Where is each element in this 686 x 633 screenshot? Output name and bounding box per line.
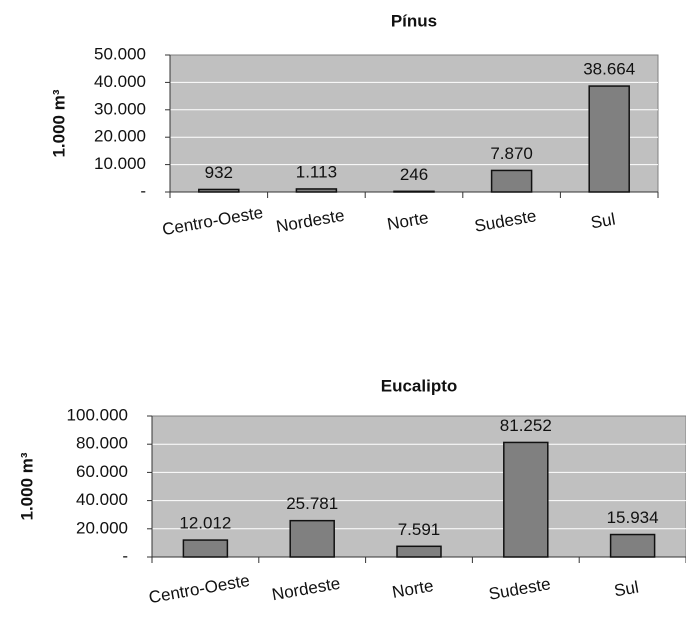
- bar: [289, 519, 335, 558]
- y-tick-label: 40.000: [76, 490, 128, 509]
- x-tick-label: Nordeste: [270, 574, 341, 605]
- y-tick-label: 30.000: [94, 99, 146, 118]
- value-label: 12.012: [179, 514, 231, 533]
- bar: [295, 188, 338, 193]
- bar: [609, 533, 656, 558]
- y-tick-label: -: [140, 181, 146, 200]
- y-tick-label: 60.000: [76, 462, 128, 481]
- value-label: 81.252: [500, 416, 552, 435]
- x-tick-label: Sudeste: [487, 574, 552, 604]
- x-tick-label: Nordeste: [275, 206, 346, 237]
- bar: [503, 441, 549, 558]
- bar: [588, 85, 630, 193]
- y-axis-label: 1.000 m³: [49, 89, 68, 157]
- value-label: 7.870: [490, 144, 533, 163]
- x-tick-label: Sul: [589, 210, 617, 233]
- value-label: 7.591: [398, 520, 441, 539]
- value-label: 15.934: [607, 508, 659, 527]
- bar: [490, 169, 533, 193]
- value-label: 246: [400, 165, 428, 184]
- y-tick-label: 10.000: [94, 154, 146, 173]
- bar: [182, 539, 229, 558]
- y-tick-label: 80.000: [76, 434, 128, 453]
- bar: [393, 190, 435, 193]
- bar: [198, 188, 240, 193]
- plot-area: [169, 54, 659, 193]
- x-tick-label: Sul: [613, 578, 641, 601]
- chart-title: Eucalipto: [381, 376, 458, 395]
- y-tick-label: 100.000: [67, 405, 128, 424]
- y-tick-label: 50.000: [94, 44, 146, 63]
- x-tick-label: Norte: [386, 208, 430, 234]
- value-label: 38.664: [583, 60, 635, 79]
- y-tick-label: 40.000: [94, 72, 146, 91]
- x-tick-label: Centro-Oeste: [161, 203, 265, 239]
- x-tick-label: Centro-Oeste: [147, 571, 251, 607]
- plot-area: [151, 415, 686, 558]
- chart-title: Pínus: [391, 11, 437, 30]
- x-tick-label: Norte: [391, 576, 435, 602]
- bar: [396, 545, 442, 558]
- value-label: 932: [205, 163, 233, 182]
- x-tick-label: Sudeste: [473, 206, 538, 236]
- value-label: 25.781: [286, 494, 338, 513]
- y-tick-label: -: [122, 546, 128, 565]
- y-axis-label: 1.000 m³: [17, 452, 36, 520]
- y-tick-label: 20.000: [94, 127, 146, 146]
- y-tick-label: 20.000: [76, 518, 128, 537]
- value-label: 1.113: [296, 162, 337, 181]
